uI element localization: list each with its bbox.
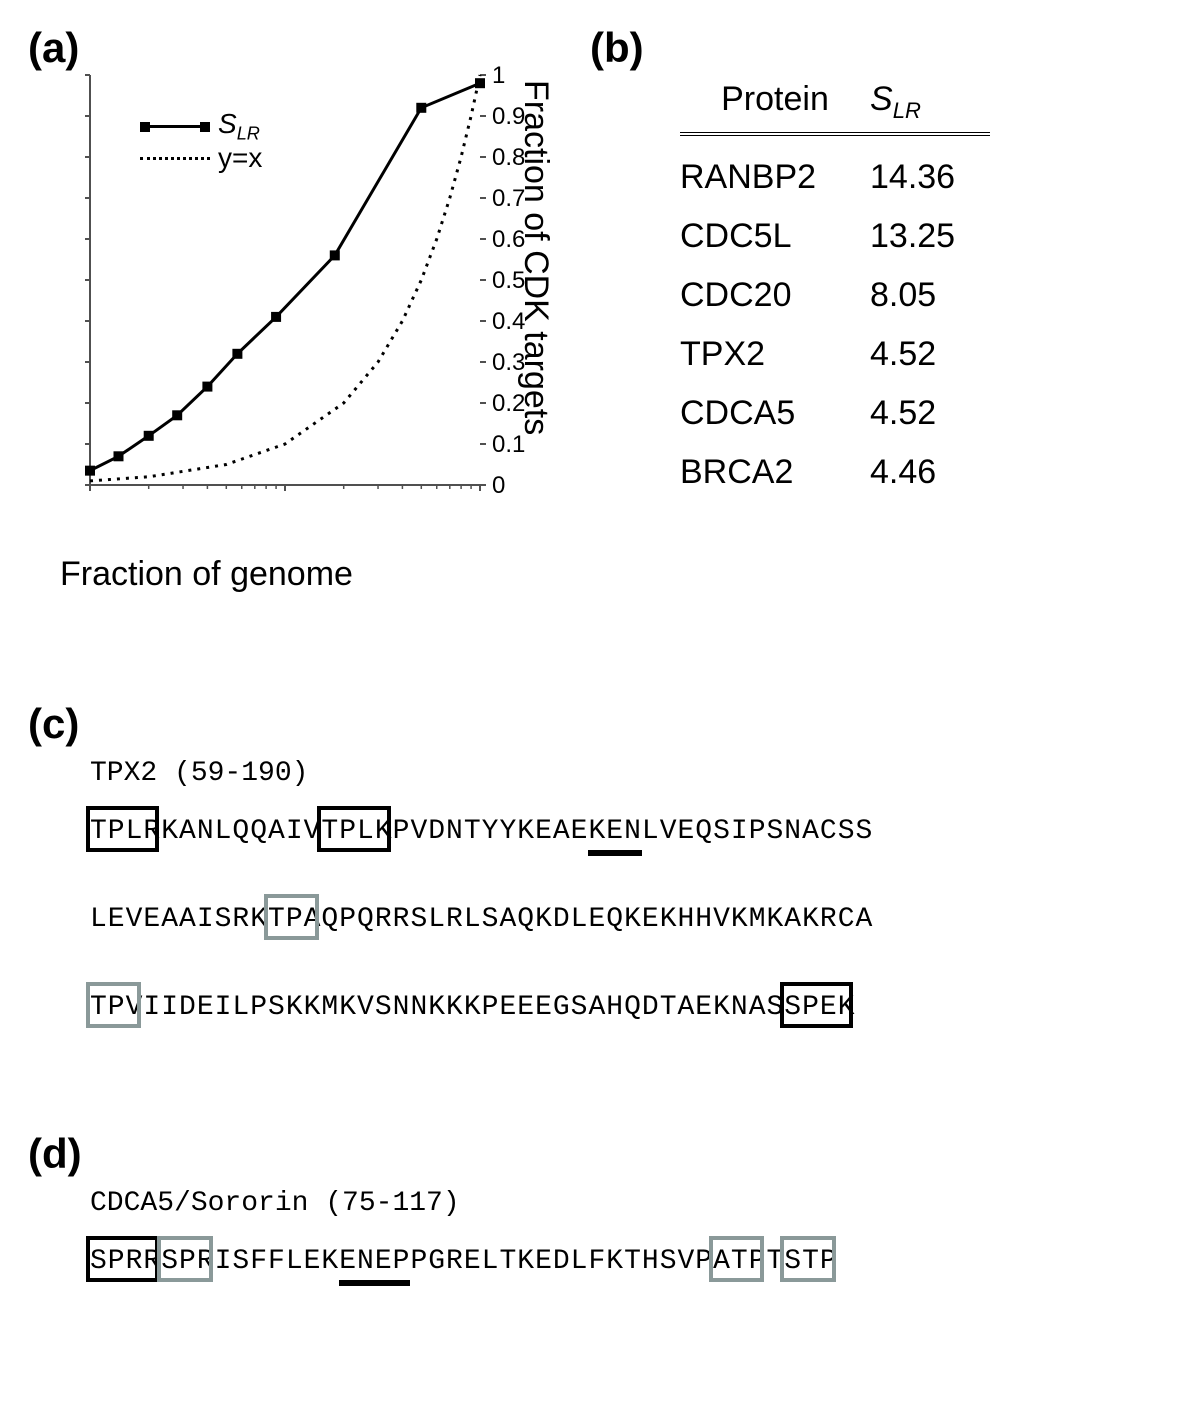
sequence-text: LEVEAAISRKTPAQPQRRSLRLSAQKDLEQKEKHHVKMKA…: [90, 906, 873, 934]
table-row: RANBP214.36: [680, 148, 990, 207]
panel-label-b: (b): [590, 24, 644, 72]
table-row: BRCA24.46: [680, 443, 990, 502]
chart-legend: SLR y=x: [140, 110, 262, 174]
motif-box-black: [86, 1236, 159, 1282]
table-body: RANBP214.36CDC5L13.25CDC208.05TPX24.52CD…: [680, 148, 990, 502]
table-cell-slr: 4.52: [870, 335, 990, 374]
svg-text:0: 0: [492, 472, 505, 495]
table-header-protein: Protein: [680, 80, 870, 124]
motif-box-gray: [157, 1236, 212, 1282]
table-cell-protein: CDC5L: [680, 217, 870, 256]
sequence-text: TPVIIDEILPSKKMKVSNNKKKPEEEGSAHQDTAEKNASS…: [90, 994, 856, 1022]
motif-box-black: [86, 806, 159, 852]
table-row: CDCA54.52: [680, 384, 990, 443]
sequence-panel-d: CDCA5/Sororin (75-117) SPRRSPRISFFLEKENE…: [90, 1190, 1090, 1324]
table-header-row: Protein SLR: [680, 80, 990, 136]
seq-d-title: CDCA5/Sororin (75-117): [90, 1190, 1090, 1218]
table-header-slr: SLR: [870, 80, 990, 124]
table-header-slr-sub: LR: [893, 98, 921, 123]
table-cell-protein: BRCA2: [680, 453, 870, 492]
sequence-line: SPRRSPRISFFLEKENEPPGRELTKEDLFKTHSVPATPTS…: [90, 1236, 1090, 1294]
table-cell-slr: 4.52: [870, 394, 990, 433]
panel-label-a: (a): [28, 24, 79, 72]
motif-box-black: [780, 982, 853, 1028]
sequence-line: TPLRKANLQQAIVTPLKPVDNTYYKEAEKENLVEQSIPSN…: [90, 806, 1090, 864]
svg-text:1: 1: [473, 494, 486, 495]
sequence-text: TPLRKANLQQAIVTPLKPVDNTYYKEAEKENLVEQSIPSN…: [90, 818, 873, 846]
svg-text:1: 1: [492, 65, 505, 89]
legend-item-slr: SLR: [140, 110, 262, 142]
sequence-panel-c: TPX2 (59-190) TPLRKANLQQAIVTPLKPVDNTYYKE…: [90, 760, 1090, 1070]
motif-box-black: [317, 806, 390, 852]
legend-dotted-icon: [140, 157, 210, 160]
panel-label-c: (c): [28, 700, 79, 748]
table-cell-slr: 13.25: [870, 217, 990, 256]
table-header-slr-s: S: [870, 80, 893, 118]
table-row: CDC5L13.25: [680, 207, 990, 266]
table-row: CDC208.05: [680, 266, 990, 325]
legend-slr-sub: LR: [237, 123, 260, 143]
motif-box-gray: [780, 1236, 835, 1282]
table-cell-slr: 14.36: [870, 158, 990, 197]
chart-y-label: Fraction of CDK targets: [516, 80, 555, 435]
legend-slr-s: S: [218, 108, 237, 139]
sequence-line: LEVEAAISRKTPAQPQRRSLRLSAQKDLEQKEKHHVKMKA…: [90, 894, 1090, 952]
sequence-underline: [339, 1280, 410, 1286]
table-cell-protein: TPX2: [680, 335, 870, 374]
table-cell-protein: CDCA5: [680, 394, 870, 433]
table-cell-protein: RANBP2: [680, 158, 870, 197]
motif-box-gray: [264, 894, 319, 940]
legend-yx-text: y=x: [218, 142, 262, 174]
legend-item-yx: y=x: [140, 142, 262, 174]
table-cell-slr: 4.46: [870, 453, 990, 492]
table-cell-slr: 8.05: [870, 276, 990, 315]
svg-text:0.1: 0.1: [268, 494, 301, 495]
legend-line-icon: [140, 125, 210, 128]
table-panel-b: Protein SLR RANBP214.36CDC5L13.25CDC208.…: [680, 80, 990, 502]
sequence-line: TPVIIDEILPSKKMKVSNNKKKPEEEGSAHQDTAEKNASS…: [90, 982, 1090, 1040]
panel-label-d: (d): [28, 1130, 82, 1178]
table-row: TPX24.52: [680, 325, 990, 384]
table-cell-protein: CDC20: [680, 276, 870, 315]
seq-c-title: TPX2 (59-190): [90, 760, 1090, 788]
motif-box-gray: [709, 1236, 764, 1282]
sequence-underline: [588, 850, 641, 856]
chart-x-label: Fraction of genome: [60, 555, 353, 594]
svg-text:0.01: 0.01: [80, 494, 113, 495]
motif-box-gray: [86, 982, 141, 1028]
